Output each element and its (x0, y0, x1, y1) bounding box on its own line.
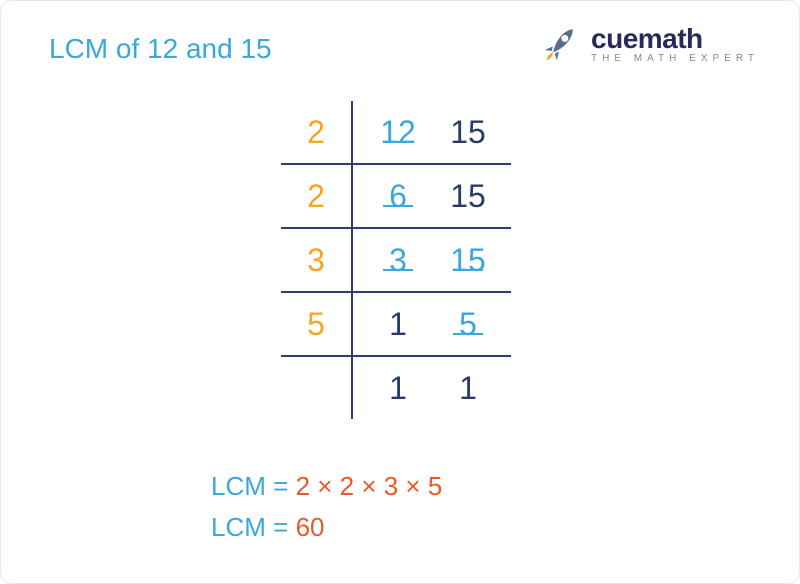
lcm-value: 60 (296, 512, 325, 542)
number-cell: 1 (433, 370, 503, 407)
numbers-group: 615 (351, 165, 503, 227)
divisor-cell: 2 (281, 178, 351, 215)
result-value-line: LCM = 60 (211, 512, 442, 543)
logo-brand-text: cuemath (591, 23, 703, 55)
number-cell: 6 (363, 178, 433, 215)
division-row: 515 (281, 293, 511, 355)
equals-2: = (273, 512, 295, 542)
number-cell: 1 (363, 306, 433, 343)
numbers-group: 11 (351, 357, 503, 419)
logo-tagline-text: THE MATH EXPERT (591, 53, 759, 64)
division-row: 21215 (281, 101, 511, 163)
division-row: 3315 (281, 229, 511, 291)
equals-1: = (273, 471, 295, 501)
brand-logo: cuemath THE MATH EXPERT (539, 21, 759, 65)
division-row: 2615 (281, 165, 511, 227)
lcm-label-1: LCM (211, 471, 266, 501)
division-row: 11 (281, 357, 511, 419)
result-expression-line: LCM = 2 × 2 × 3 × 5 (211, 471, 442, 502)
number-cell: 15 (433, 114, 503, 151)
page-title: LCM of 12 and 15 (49, 33, 272, 65)
lcm-label-2: LCM (211, 512, 266, 542)
number-cell: 15 (433, 178, 503, 215)
number-cell: 15 (433, 242, 503, 279)
number-cell: 3 (363, 242, 433, 279)
numbers-group: 1215 (351, 101, 503, 163)
divisor-cell: 2 (281, 114, 351, 151)
division-ladder: 212152615331551511 (281, 101, 511, 419)
divisor-cell: 5 (281, 306, 351, 343)
result-block: LCM = 2 × 2 × 3 × 5 LCM = 60 (211, 461, 442, 543)
lcm-expression: 2 × 2 × 3 × 5 (296, 471, 443, 501)
number-cell: 12 (363, 114, 433, 151)
numbers-group: 15 (351, 293, 503, 355)
number-cell: 5 (433, 306, 503, 343)
number-cell: 1 (363, 370, 433, 407)
title-text: LCM of 12 and 15 (49, 33, 272, 64)
divisor-cell: 3 (281, 242, 351, 279)
rocket-icon (539, 21, 583, 65)
numbers-group: 315 (351, 229, 503, 291)
